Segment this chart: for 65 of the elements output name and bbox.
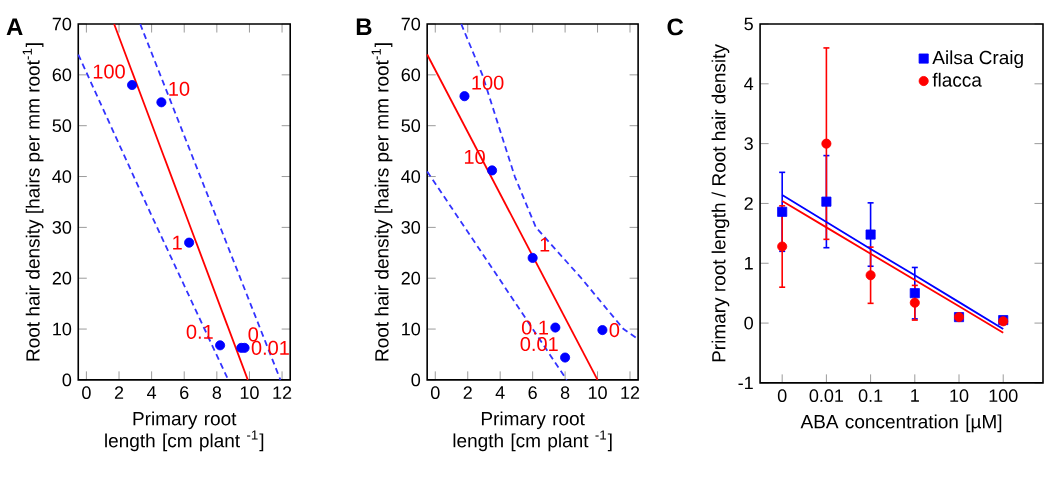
y-tick-label: -1 xyxy=(738,376,753,390)
y-tick-label: 0 xyxy=(62,373,72,387)
x-tick-label: 1 xyxy=(911,389,919,402)
x-tick-label: 2 xyxy=(114,386,124,399)
y-tick-label: 40 xyxy=(52,170,72,183)
y-tick-label: 0 xyxy=(744,316,753,330)
annotation: 0 xyxy=(609,323,620,338)
annotation: 0.1 xyxy=(521,320,548,335)
y-tick-label: 30 xyxy=(52,221,72,234)
chart-title: B xyxy=(356,18,372,35)
x-axis-title: ABA concentration [µM] xyxy=(800,414,1002,433)
x-tick-label: 0 xyxy=(777,389,787,403)
x-tick-label: 2 xyxy=(463,386,472,399)
y-tick-label: 0 xyxy=(411,373,421,387)
x-tick-label: 6 xyxy=(528,386,537,400)
x-tick-label: 8 xyxy=(212,386,222,400)
annotation: 100 xyxy=(472,75,504,90)
x-axis-title: Primary root length [cm plant $^{-1}$] xyxy=(453,411,612,452)
legend-label: Ailsa Craig xyxy=(932,50,1023,69)
y-axis-title: Root hair density [hairs per mm root$^{-1}$] xyxy=(22,43,44,361)
chart-title: C xyxy=(667,18,684,36)
x-tick-label: 0.1 xyxy=(858,389,883,403)
annotation: 1 xyxy=(540,237,550,252)
y-tick-label: 70 xyxy=(52,17,72,31)
x-tick-label: 100 xyxy=(989,389,1018,403)
annotation: 0.01 xyxy=(520,337,558,352)
x-tick-label: 6 xyxy=(180,386,189,400)
y-tick-label: 2 xyxy=(744,197,753,210)
x-tick-label: 4 xyxy=(147,386,157,399)
x-axis-title: Primary root length [cm plant $^{-1}$] xyxy=(105,411,264,452)
y-tick-label: 10 xyxy=(53,322,72,336)
y-tick-label: 60 xyxy=(401,68,421,82)
y-tick-label: 60 xyxy=(52,68,72,82)
x-tick-label: 0.01 xyxy=(809,389,844,403)
x-tick-label: 10 xyxy=(240,386,259,400)
y-tick-label: 5 xyxy=(744,17,753,31)
annotation: 0.01 xyxy=(251,340,289,355)
y-tick-label: 40 xyxy=(401,170,421,183)
y-axis-title: Root hair density [hairs per mm root$^{-1}$] xyxy=(371,43,393,361)
legend-label: flacca xyxy=(932,72,982,87)
annotation: 100 xyxy=(93,64,125,79)
x-tick-label: 10 xyxy=(588,386,607,400)
y-tick-label: 1 xyxy=(745,257,753,270)
y-tick-label: 30 xyxy=(401,221,421,234)
chart-title: A xyxy=(6,18,23,35)
y-tick-label: 20 xyxy=(401,271,421,285)
x-tick-label: 0 xyxy=(430,386,440,400)
annotation: 0 xyxy=(248,327,259,342)
y-tick-label: 50 xyxy=(52,119,72,133)
y-tick-label: 70 xyxy=(401,17,421,31)
y-tick-label: 10 xyxy=(402,322,421,336)
x-tick-label: 4 xyxy=(495,386,505,399)
y-tick-label: 50 xyxy=(401,119,421,133)
y-tick-label: 4 xyxy=(744,77,754,91)
x-tick-label: 0 xyxy=(82,386,91,400)
x-tick-label: 12 xyxy=(621,386,640,399)
y-tick-label: 3 xyxy=(744,137,753,151)
annotation: 10 xyxy=(169,81,190,96)
x-tick-label: 10 xyxy=(950,389,969,403)
y-axis-title: Primary root length / Root hair density xyxy=(711,44,730,362)
x-tick-label: 8 xyxy=(560,386,570,400)
y-tick-label: 20 xyxy=(52,271,72,285)
annotation: 1 xyxy=(173,235,182,250)
annotation: 0.1 xyxy=(186,324,213,339)
x-tick-label: 12 xyxy=(273,386,292,399)
